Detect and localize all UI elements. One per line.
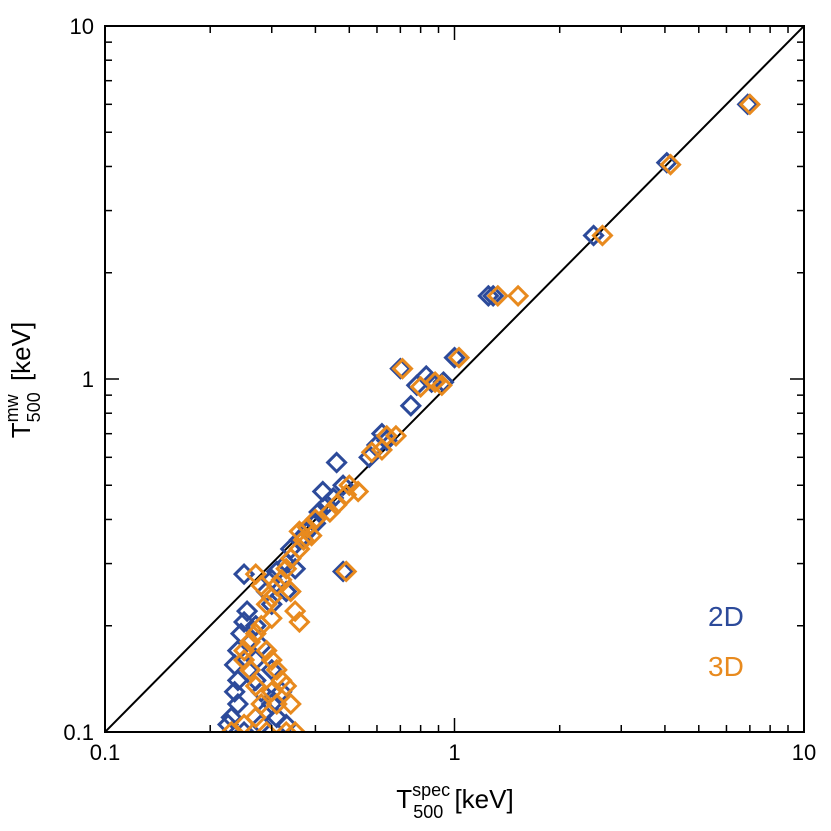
data-point-3d	[284, 720, 307, 732]
legend-entry-2d: 2D	[708, 601, 744, 632]
data-point-2d	[244, 614, 267, 637]
data-point-2d	[232, 563, 256, 586]
y-tick-label: 1	[82, 367, 94, 392]
data-point-3d	[220, 720, 243, 732]
data-point-3d	[384, 424, 408, 448]
data-point-2d	[582, 224, 605, 247]
data-point-2d	[250, 713, 273, 732]
data-point-3d	[232, 648, 256, 672]
data-point-3d	[255, 639, 278, 662]
data-point-2d	[275, 713, 298, 732]
data-point-3d	[300, 524, 323, 547]
data-point-3d	[738, 93, 761, 116]
x-tick-label: 0.1	[90, 740, 121, 765]
data-point-3d	[232, 713, 256, 732]
data-point-3d	[244, 622, 267, 645]
y-tick-label: 0.1	[63, 720, 94, 745]
legend: 2D 3D	[708, 601, 744, 682]
data-point-3d	[360, 441, 383, 464]
data-point-2d	[265, 560, 288, 583]
data-point-2d	[260, 658, 283, 681]
y-axis-label: Tmw 500 [keV]	[2, 322, 44, 438]
data-point-3d	[255, 720, 278, 732]
data-point-2d	[223, 680, 246, 703]
data-point-3d	[318, 500, 342, 524]
data-point-3d	[447, 346, 471, 369]
data-point-2d	[220, 706, 243, 729]
data-point-3d	[275, 557, 298, 580]
data-point-3d	[409, 375, 432, 398]
data-point-3d	[591, 224, 614, 247]
x-tick-label: 1	[448, 740, 460, 765]
data-point-2d	[331, 474, 355, 497]
x-tick-label: 10	[792, 740, 816, 765]
data-point-3d	[265, 658, 288, 681]
data-point-3d	[232, 639, 256, 662]
data-point-3d	[244, 706, 267, 729]
x-axis-label: Tspec 500 [keV]	[396, 780, 513, 822]
data-point-3d	[275, 720, 298, 732]
data-point-3d	[250, 574, 273, 597]
identity-line	[105, 26, 804, 732]
data-point-2d	[325, 451, 348, 474]
data-point-2d	[482, 284, 505, 307]
y-tick-label: 10	[70, 14, 94, 39]
data-point-3d	[250, 614, 273, 637]
data-point-2d	[331, 560, 355, 583]
data-point-2d	[226, 669, 250, 692]
data-point-3d	[284, 600, 307, 623]
data-point-3d	[238, 658, 262, 681]
data-point-2d	[399, 394, 422, 417]
data-point-3d	[279, 580, 302, 603]
data-point-3d	[279, 547, 302, 570]
data-point-2d	[736, 93, 759, 116]
data-point-3d	[288, 520, 311, 543]
data-point-3d	[338, 474, 361, 497]
data-point-3d	[430, 374, 453, 397]
data-point-3d	[238, 630, 262, 654]
data-point-2d	[235, 600, 259, 623]
data-point-3d	[279, 692, 302, 716]
data-point-3d	[391, 357, 414, 380]
data-point-2d	[232, 610, 256, 634]
data-point-3d	[506, 284, 530, 307]
data-point-3d	[335, 560, 358, 583]
data-point-3d	[486, 284, 509, 307]
data-point-3d	[260, 607, 283, 630]
data-point-3d	[275, 674, 298, 698]
data-point-3d	[659, 153, 682, 176]
data-point-3d	[260, 648, 283, 672]
legend-entry-3d: 3D	[708, 651, 744, 682]
data-point-2d	[443, 346, 466, 369]
data-point-2d	[216, 713, 240, 732]
data-point-3d	[244, 674, 267, 698]
data-point-2d	[389, 357, 412, 380]
data-point-3d	[347, 480, 370, 503]
data-point-2d	[477, 284, 500, 307]
data-point-2d	[405, 374, 428, 397]
